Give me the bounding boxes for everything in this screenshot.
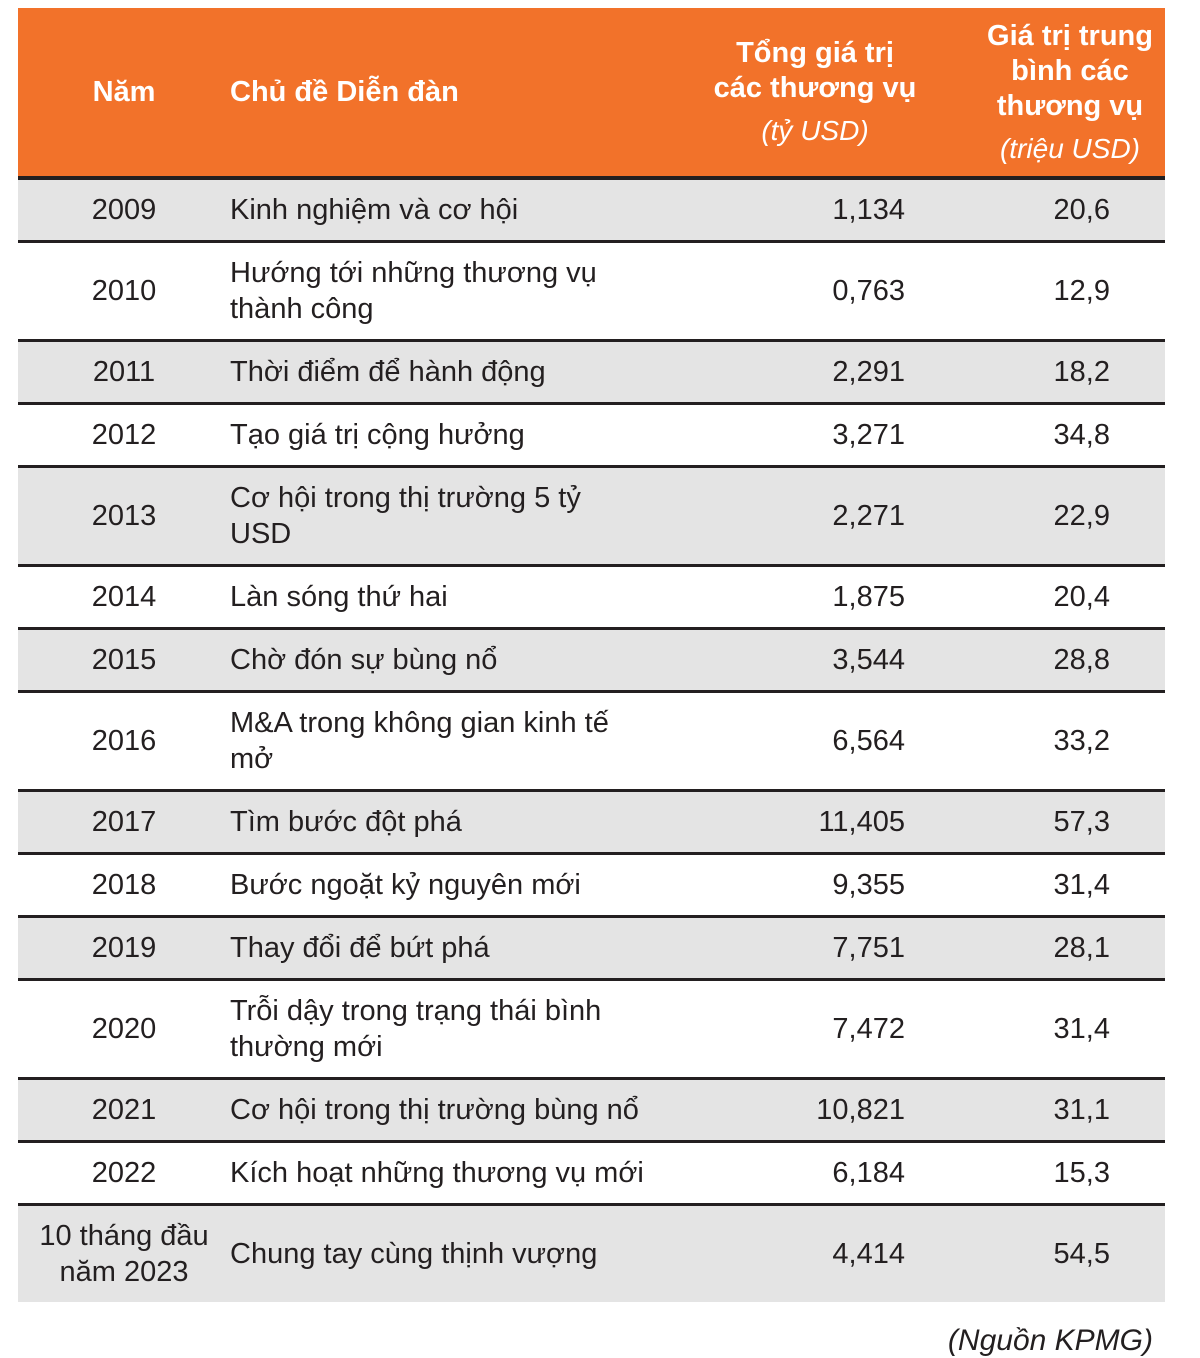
topic-cell: Thời điểm để hành động [230, 340, 655, 404]
total-value-cell: 2,291 [655, 340, 975, 404]
topic-cell: Cơ hội trong thị trường 5 tỷ USD [230, 466, 655, 566]
year-cell: 10 tháng đầu năm 2023 [18, 1204, 230, 1302]
average-value-unit: (triệu USD) [999, 132, 1140, 164]
year-cell: 2011 [18, 340, 230, 404]
average-value-cell: 20,4 [1053, 581, 1110, 613]
table-row: 2013 Cơ hội trong thị trường 5 tỷ USD 2,… [18, 466, 1165, 566]
page: Năm Chủ đề Diễn đàn Tổng giá trị các thư… [18, 8, 1165, 1357]
topic-cell: Tìm bước đột phá [230, 790, 655, 854]
total-value-cell: 1,875 [832, 581, 905, 613]
table-row: 2011 Thời điểm để hành động 2,291 18,2 [18, 340, 1165, 404]
average-value-label: Giá trị trung bình các thương vụ [987, 19, 1153, 122]
total-value-cell: 7,472 [832, 1013, 905, 1045]
year-cell: 2015 [18, 628, 230, 692]
column-header-total-value: Tổng giá trị các thương vụ (tỷ USD) [655, 8, 975, 178]
total-value-cell: 9,355 [832, 869, 905, 901]
total-value-cell: 2,271 [655, 466, 975, 566]
table-body: 2009 Kinh nghiệm và cơ hội 1,134 20,6 20… [18, 178, 1165, 1302]
average-value-cell: 54,5 [975, 1204, 1165, 1302]
table-row: 2022 Kích hoạt những thương vụ mới 6,184… [18, 1141, 1165, 1205]
year-cell: 2016 [91, 725, 157, 757]
year-cell: 2019 [18, 916, 230, 980]
table-row: 10 tháng đầu năm 2023 Chung tay cùng thị… [18, 1204, 1165, 1302]
year-cell: 2013 [18, 466, 230, 566]
average-value-cell: 31,1 [975, 1078, 1165, 1142]
table-row: 2014 Làn sóng thứ hai 1,875 20,4 [18, 565, 1165, 629]
table-row: 2009 Kinh nghiệm và cơ hội 1,134 20,6 [18, 178, 1165, 242]
table-row: 2018 Bước ngoặt kỷ nguyên mới 9,355 31,4 [18, 853, 1165, 917]
total-value-cell: 0,763 [832, 275, 905, 307]
total-value-cell: 3,271 [832, 419, 905, 451]
table-row: 2021 Cơ hội trong thị trường bùng nổ 10,… [18, 1078, 1165, 1142]
average-value-cell: 18,2 [975, 340, 1165, 404]
topic-cell: Cơ hội trong thị trường bùng nổ [230, 1078, 655, 1142]
table-row: 2017 Tìm bước đột phá 11,405 57,3 [18, 790, 1165, 854]
topic-cell: Bước ngoặt kỷ nguyên mới [230, 869, 581, 901]
total-value-cell: 1,134 [655, 178, 975, 242]
topic-cell: Tạo giá trị cộng hưởng [230, 419, 525, 451]
total-value-cell: 10,821 [655, 1078, 975, 1142]
topic-cell: M&A trong không gian kinh tế mở [230, 707, 609, 775]
average-value-cell: 33,2 [1053, 725, 1110, 757]
average-value-cell: 31,4 [1053, 1013, 1110, 1045]
year-cell: 2017 [18, 790, 230, 854]
column-header-topic: Chủ đề Diễn đàn [230, 8, 655, 178]
header-row: Năm Chủ đề Diễn đàn Tổng giá trị các thư… [18, 8, 1165, 178]
year-cell: 2010 [91, 275, 157, 307]
table-row: 2016 M&A trong không gian kinh tế mở 6,5… [18, 691, 1165, 791]
topic-cell: Thay đổi để bứt phá [230, 916, 655, 980]
table-row: 2012 Tạo giá trị cộng hưởng 3,271 34,8 [18, 403, 1165, 467]
topic-cell: Kinh nghiệm và cơ hội [230, 178, 655, 242]
table-row: 2020 Trỗi dậy trong trạng thái bình thườ… [18, 979, 1165, 1079]
year-cell: 2020 [91, 1013, 157, 1045]
average-value-cell: 31,4 [1053, 869, 1110, 901]
average-value-cell: 57,3 [975, 790, 1165, 854]
column-header-average-value: Giá trị trung bình các thương vụ (triệu … [975, 8, 1165, 178]
total-value-cell: 3,544 [655, 628, 975, 692]
average-value-cell: 28,8 [975, 628, 1165, 692]
topic-cell: Chung tay cùng thịnh vượng [230, 1204, 655, 1302]
ma-forum-table: Năm Chủ đề Diễn đàn Tổng giá trị các thư… [18, 8, 1165, 1302]
average-value-cell: 20,6 [975, 178, 1165, 242]
average-value-cell: 22,9 [975, 466, 1165, 566]
total-value-cell: 6,184 [832, 1157, 905, 1189]
average-value-cell: 12,9 [1053, 275, 1110, 307]
average-value-cell: 34,8 [1053, 419, 1110, 451]
year-cell: 2018 [91, 869, 157, 901]
topic-cell: Trỗi dậy trong trạng thái bình thường mớ… [230, 995, 602, 1063]
average-value-cell: 15,3 [1053, 1157, 1110, 1189]
total-value-cell: 6,564 [832, 725, 905, 757]
table-header: Năm Chủ đề Diễn đàn Tổng giá trị các thư… [18, 8, 1165, 178]
column-header-year: Năm [18, 8, 230, 178]
table-row: 2015 Chờ đón sự bùng nổ 3,544 28,8 [18, 628, 1165, 692]
average-value-cell: 28,1 [975, 916, 1165, 980]
year-cell: 2009 [18, 178, 230, 242]
table-row: 2010 Hướng tới những thương vụ thành côn… [18, 241, 1165, 341]
total-value-unit: (tỷ USD) [761, 115, 869, 146]
total-value-label: Tổng giá trị các thương vụ [713, 37, 917, 104]
table-row: 2019 Thay đổi để bứt phá 7,751 28,1 [18, 916, 1165, 980]
topic-cell: Hướng tới những thương vụ thành công [230, 257, 597, 325]
source-attribution: (Nguồn KPMG) [947, 1324, 1153, 1357]
year-cell: 2014 [91, 581, 157, 613]
total-value-cell: 4,414 [655, 1204, 975, 1302]
topic-cell: Kích hoạt những thương vụ mới [230, 1157, 644, 1189]
total-value-cell: 7,751 [655, 916, 975, 980]
year-cell: 2022 [91, 1157, 157, 1189]
topic-cell: Làn sóng thứ hai [230, 581, 448, 613]
year-cell: 2021 [18, 1078, 230, 1142]
total-value-cell: 11,405 [655, 790, 975, 854]
topic-cell: Chờ đón sự bùng nổ [230, 628, 655, 692]
year-cell: 2012 [91, 419, 157, 451]
